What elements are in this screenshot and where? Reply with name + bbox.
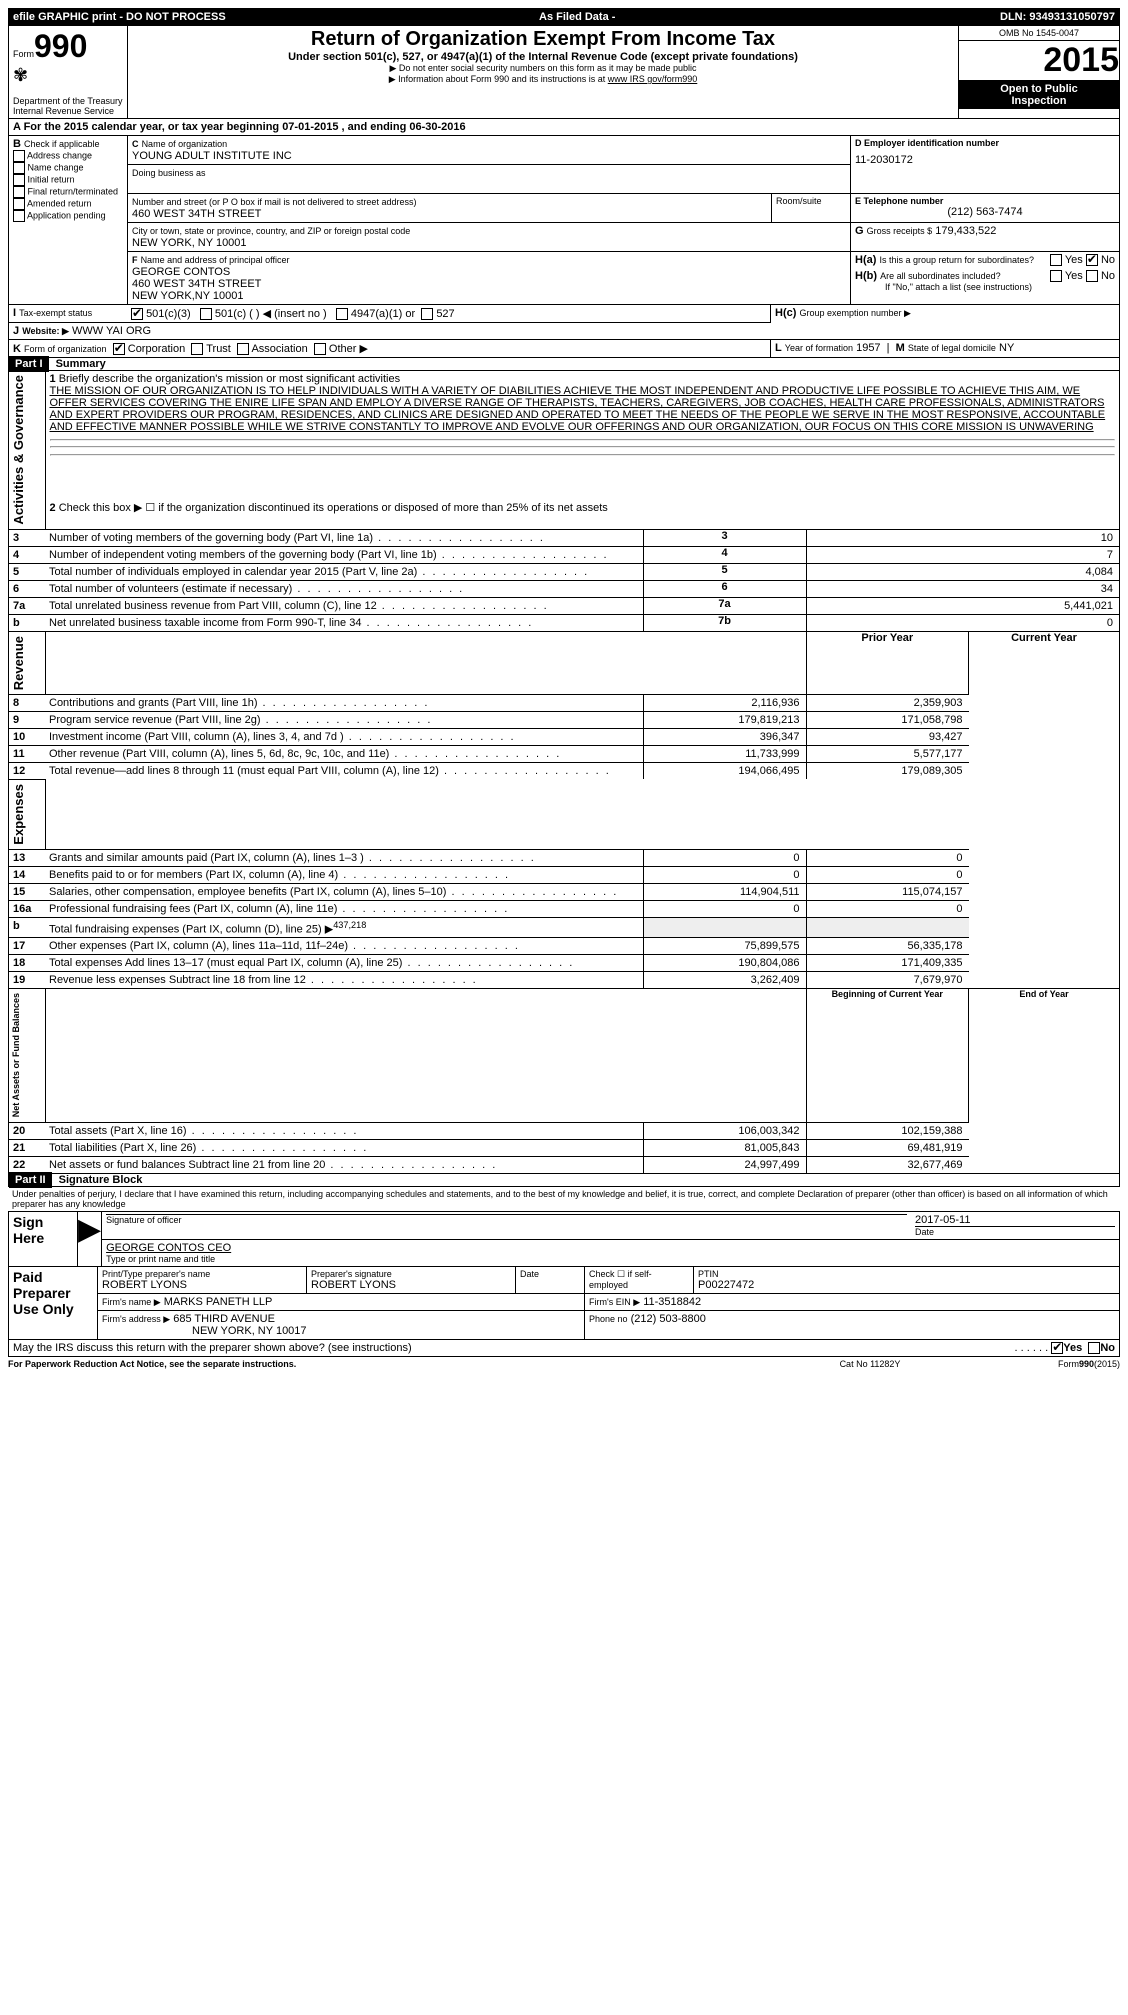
checkbox-discuss-yes[interactable] (1051, 1342, 1063, 1354)
dln-label: DLN: (1000, 11, 1026, 23)
checkbox-app-pending[interactable] (13, 210, 25, 222)
note-ssn: Do not enter social security numbers on … (132, 63, 954, 74)
year-formation: 1957 (856, 342, 880, 354)
checkbox-address-change[interactable] (13, 150, 25, 162)
col-end: End of Year (969, 989, 1120, 1122)
officer-name-title: GEORGE CONTOS CEO (106, 1242, 1115, 1254)
website[interactable]: WWW YAI ORG (72, 325, 151, 337)
vlabel-governance: Activities & Governance (9, 371, 28, 529)
summary-line: 3 Number of voting members of the govern… (9, 529, 1120, 546)
city-state-zip: NEW YORK, NY 10001 (132, 237, 247, 249)
gross-receipts: 179,433,522 (935, 225, 996, 237)
summary-line: 22 Net assets or fund balances Subtract … (9, 1156, 1120, 1173)
paid-preparer-block: Paid Preparer Use Only Print/Type prepar… (8, 1267, 1120, 1340)
summary-line: 13 Grants and similar amounts paid (Part… (9, 849, 1120, 866)
section-b: B Check if applicable Address change Nam… (9, 136, 128, 305)
part1-title: Summary (52, 356, 110, 372)
ein: 11-2030172 (855, 154, 1115, 166)
form-title: Return of Organization Exempt From Incom… (132, 28, 954, 51)
summary-line: 15 Salaries, other compensation, employe… (9, 883, 1120, 900)
perjury-text: Under penalties of perjury, I declare th… (8, 1187, 1120, 1211)
col-current: Current Year (969, 631, 1120, 694)
sign-here-label: Sign Here (9, 1211, 78, 1266)
summary-line: 18 Total expenses Add lines 13–17 (must … (9, 955, 1120, 972)
checkbox-amended[interactable] (13, 198, 25, 210)
street: 460 WEST 34TH STREET (132, 208, 261, 220)
topbar-mid: As Filed Data - (535, 9, 703, 26)
preparer-name: ROBERT LYONS (102, 1279, 302, 1291)
vlabel-revenue: Revenue (9, 632, 28, 694)
summary-line: 21 Total liabilities (Part X, line 26) 8… (9, 1139, 1120, 1156)
part2-title: Signature Block (55, 1172, 147, 1188)
firm-ein: 11-3518842 (643, 1296, 701, 1308)
summary-line: 9 Program service revenue (Part VIII, li… (9, 711, 1120, 728)
checkbox-group-no[interactable] (1086, 254, 1098, 266)
summary-line: 16a Professional fundraising fees (Part … (9, 900, 1120, 917)
checkbox-initial-return[interactable] (13, 174, 25, 186)
state-domicile: NY (999, 342, 1014, 354)
col-prior: Prior Year (806, 631, 969, 694)
officer-name: GEORGE CONTOS (132, 266, 230, 278)
summary-line: 10 Investment income (Part VIII, column … (9, 728, 1120, 745)
form-number: 990 (34, 28, 87, 64)
form-header: Form990 ✾ Department of the Treasury Int… (8, 26, 1120, 119)
summary-line: 6 Total number of volunteers (estimate i… (9, 580, 1120, 597)
dept-treasury: Department of the Treasury (13, 96, 123, 106)
vlabel-netassets: Net Assets or Fund Balances (9, 989, 23, 1121)
summary-line: b Net unrelated business taxable income … (9, 614, 1120, 631)
paid-preparer-label: Paid Preparer Use Only (9, 1267, 98, 1340)
section-a: A For the 2015 calendar year, or tax yea… (8, 119, 1120, 136)
org-info-block: B Check if applicable Address change Nam… (8, 136, 1120, 305)
ptin: P00227472 (698, 1279, 1115, 1291)
status-block: I Tax-exempt status 501(c)(3) 501(c) ( )… (8, 305, 1120, 358)
checkbox-corporation[interactable] (113, 343, 125, 355)
dln-value: 93493131050797 (1029, 11, 1115, 23)
part2-header: Part II (9, 1172, 52, 1188)
part1-header: Part I (9, 356, 49, 372)
top-bar: efile GRAPHIC print - DO NOT PROCESS As … (8, 8, 1120, 26)
irs-link[interactable]: www IRS gov/form990 (608, 74, 698, 84)
form-subtitle: Under section 501(c), 527, or 4947(a)(1)… (132, 51, 954, 63)
checkbox-501c3[interactable] (131, 308, 143, 320)
signature-block: Sign Here ▶ Signature of officer 2017-05… (8, 1211, 1120, 1267)
mission-text: THE MISSION OF OUR ORGANIZATION IS TO HE… (50, 385, 1106, 433)
summary-line: 14 Benefits paid to or for members (Part… (9, 866, 1120, 883)
firm-phone: (212) 503-8800 (631, 1313, 706, 1325)
part1-table: Activities & Governance 1 Briefly descri… (8, 371, 1120, 1173)
tax-year: 2015 (959, 41, 1119, 81)
checkbox-name-change[interactable] (13, 162, 25, 174)
vlabel-expenses: Expenses (9, 780, 28, 849)
cat-no: Cat No 11282Y (770, 1359, 970, 1369)
dept-irs: Internal Revenue Service (13, 106, 123, 116)
summary-line: 7a Total unrelated business revenue from… (9, 597, 1120, 614)
checkbox-final-return[interactable] (13, 186, 25, 198)
org-name: YOUNG ADULT INSTITUTE INC (132, 150, 292, 162)
summary-line: 20 Total assets (Part X, line 16) 106,00… (9, 1122, 1120, 1139)
summary-line: 11 Other revenue (Part VIII, column (A),… (9, 745, 1120, 762)
footer: For Paperwork Reduction Act Notice, see … (8, 1359, 1120, 1369)
summary-line: 17 Other expenses (Part IX, column (A), … (9, 938, 1120, 955)
preparer-sig: ROBERT LYONS (311, 1279, 511, 1291)
summary-line: 4 Number of independent voting members o… (9, 546, 1120, 563)
firm-name: MARKS PANETH LLP (164, 1296, 273, 1308)
col-begin: Beginning of Current Year (806, 989, 969, 1122)
firm-address: 685 THIRD AVENUE (173, 1313, 275, 1325)
summary-line: 5 Total number of individuals employed i… (9, 563, 1120, 580)
omb-number: OMB No 1545-0047 (959, 26, 1119, 41)
summary-line: 12 Total revenue—add lines 8 through 11 … (9, 762, 1120, 779)
summary-line: 19 Revenue less expenses Subtract line 1… (9, 972, 1120, 989)
summary-line: 8 Contributions and grants (Part VIII, l… (9, 694, 1120, 711)
sign-date: 2017-05-11 (915, 1214, 1115, 1226)
topbar-left: efile GRAPHIC print - DO NOT PROCESS (9, 9, 536, 26)
phone: (212) 563-7474 (855, 206, 1115, 218)
